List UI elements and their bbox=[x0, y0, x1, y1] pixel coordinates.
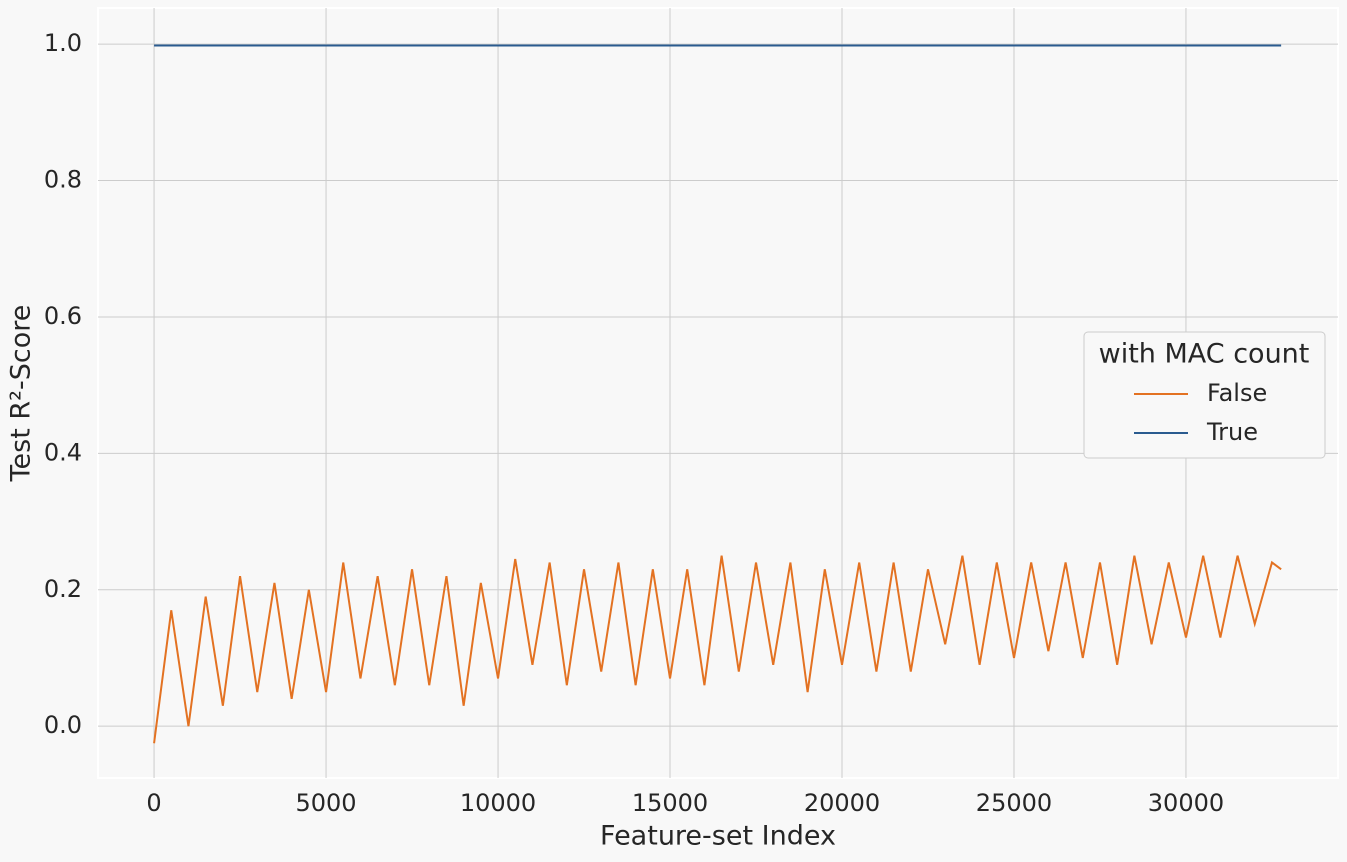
x-tick-label: 25000 bbox=[976, 789, 1052, 817]
x-tick-label: 10000 bbox=[460, 789, 536, 817]
legend-title: with MAC count bbox=[1099, 339, 1310, 370]
x-tick-label: 20000 bbox=[804, 789, 880, 817]
x-tick-label: 30000 bbox=[1148, 789, 1224, 817]
y-tick-label: 0.0 bbox=[44, 711, 82, 739]
legend-label: True bbox=[1206, 418, 1258, 446]
legend-label: False bbox=[1207, 379, 1267, 407]
y-tick-label: 1.0 bbox=[44, 29, 82, 57]
y-tick-label: 0.4 bbox=[44, 438, 82, 466]
x-tick-label: 15000 bbox=[632, 789, 708, 817]
lines bbox=[153, 44, 1282, 744]
y-tick-label: 0.2 bbox=[44, 575, 82, 603]
y-tick-label: 0.8 bbox=[44, 166, 82, 194]
x-axis-label: Feature-set Index bbox=[600, 821, 836, 852]
grid bbox=[98, 8, 1338, 778]
series-line bbox=[153, 555, 1282, 744]
x-tick-label: 0 bbox=[146, 789, 161, 817]
legend: with MAC count False True bbox=[1083, 331, 1326, 459]
y-axis-label: Test R²-Score bbox=[6, 305, 37, 483]
legend-box bbox=[1083, 331, 1326, 459]
x-tick-label: 5000 bbox=[296, 789, 357, 817]
y-tick-label: 0.6 bbox=[44, 302, 82, 330]
